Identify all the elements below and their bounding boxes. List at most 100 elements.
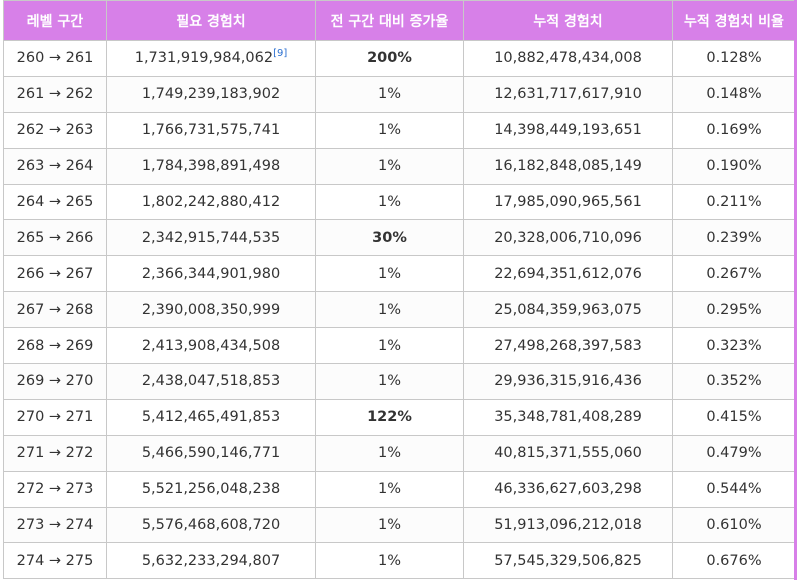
required-xp-value: 1,802,242,880,412 xyxy=(141,194,281,210)
required-xp-value: 1,749,239,183,902 xyxy=(141,86,281,103)
cell-required-xp: 5,576,468,608,720 xyxy=(106,506,316,544)
table-row: 261 → 262 1,749,239,183,902 1% 12,631,717,6… xyxy=(3,75,795,113)
cell-required-xp: 5,521,256,048,238 xyxy=(106,470,316,508)
cell-cumulative-ratio: 0.169% xyxy=(672,111,795,149)
cell-cumulative-xp: 20,328,006,710,096 xyxy=(463,219,673,257)
cell-increase-rate: 1% xyxy=(315,183,464,221)
cell-increase-rate: 1% xyxy=(315,506,464,544)
cell-cumulative-ratio: 0.544% xyxy=(672,470,795,508)
cell-increase-rate: 1% xyxy=(315,434,464,472)
cell-cumulative-xp: 57,545,329,506,825 xyxy=(463,542,673,580)
cell-required-xp: 1,802,242,880,412 xyxy=(106,183,316,221)
required-xp-value: 1,766,731,575,741 xyxy=(141,122,281,139)
cell-cumulative-xp: 10,882,478,434,008 xyxy=(463,40,673,77)
cell-level-range: 269 → 270 xyxy=(3,363,107,400)
cell-cumulative-ratio: 0.415% xyxy=(672,398,795,436)
cell-level-range: 263 → 264 xyxy=(3,147,107,185)
cell-cumulative-ratio: 0.352% xyxy=(672,363,795,400)
cell-required-xp: 2,390,008,350,999 xyxy=(106,291,316,329)
table-body: 260 → 261 1,731,919,984,062[9] 200% 10,882,… xyxy=(3,40,795,580)
xp-table-container: 레벨 구간 필요 경험치 전 구간 대비 증가율 누적 경험치 누적 경험치 비… xyxy=(3,0,795,580)
header-increase-rate: 전 구간 대비 증가율 xyxy=(315,0,464,41)
level-experience-table: 레벨 구간 필요 경험치 전 구간 대비 증가율 누적 경험치 누적 경험치 비… xyxy=(3,0,795,580)
cell-increase-rate: 1% xyxy=(315,147,464,185)
table-row: 260 → 261 1,731,919,984,062[9] 200% 10,882,… xyxy=(3,40,795,77)
table-row: 274 → 275 5,632,233,294,807 1% 57,545,329,5… xyxy=(3,542,795,580)
cell-increase-rate: 1% xyxy=(315,470,464,508)
cell-increase-rate: 1% xyxy=(315,255,464,293)
cell-increase-rate: 1% xyxy=(315,111,464,149)
header-cumulative-ratio: 누적 경험치 비율 xyxy=(672,0,795,41)
cell-cumulative-xp: 35,348,781,408,289 xyxy=(463,398,673,436)
cell-required-xp: 5,412,465,491,853 xyxy=(106,398,316,436)
required-xp-value: 5,412,465,491,853 xyxy=(141,409,281,426)
table-row: 270 → 271 5,412,465,491,853 122% 35,348,781… xyxy=(3,398,795,436)
cell-cumulative-ratio: 0.148% xyxy=(672,75,795,113)
cell-cumulative-xp: 29,936,315,916,436 xyxy=(463,363,673,400)
cell-cumulative-ratio: 0.676% xyxy=(672,542,795,580)
cell-required-xp: 2,366,344,901,980 xyxy=(106,255,316,293)
table-row: 262 → 263 1,766,731,575,741 1% 14,398,449,1… xyxy=(3,111,795,149)
required-xp-value: 1,784,398,891,498 xyxy=(141,158,281,175)
cell-cumulative-ratio: 0.295% xyxy=(672,291,795,329)
cell-increase-rate: 1% xyxy=(315,327,464,365)
cell-increase-rate: 1% xyxy=(315,75,464,113)
required-xp-value: 5,632,233,294,807 xyxy=(141,552,281,569)
required-xp-value: 2,366,344,901,980 xyxy=(141,265,281,282)
cell-level-range: 267 → 268 xyxy=(3,291,107,329)
cell-required-xp: 2,342,915,744,535 xyxy=(106,219,316,257)
table-row: 263 → 264 1,784,398,891,498 1% 16,182,848,0… xyxy=(3,147,795,185)
cell-cumulative-ratio: 0.190% xyxy=(672,147,795,185)
table-row: 273 → 274 5,576,468,608,720 1% 51,913,096,2… xyxy=(3,506,795,544)
cell-required-xp: 1,766,731,575,741 xyxy=(106,111,316,149)
cell-level-range: 261 → 262 xyxy=(3,75,107,113)
cell-cumulative-xp: 27,498,268,397,583 xyxy=(463,327,673,365)
cell-cumulative-xp: 16,182,848,085,149 xyxy=(463,147,673,185)
cell-required-xp: 5,632,233,294,807 xyxy=(106,542,316,580)
required-xp-value: 2,413,908,434,508 xyxy=(141,337,281,354)
table-row: 265 → 266 2,342,915,744,535 30% 20,328,006,… xyxy=(3,219,795,257)
table-row: 269 → 270 2,438,047,518,853 1% 29,936,315,9… xyxy=(3,363,795,400)
cell-level-range: 274 → 275 xyxy=(3,542,107,580)
required-xp-value: 2,390,008,350,999 xyxy=(141,301,281,318)
table-header-row: 레벨 구간 필요 경험치 전 구간 대비 증가율 누적 경험치 누적 경험치 비… xyxy=(3,0,795,41)
required-xp-value: 2,342,915,744,535 xyxy=(141,229,281,246)
cell-increase-rate: 1% xyxy=(315,363,464,400)
cell-cumulative-xp: 51,913,096,212,018 xyxy=(463,506,673,544)
table-right-border xyxy=(794,0,797,580)
cell-required-xp: 5,466,590,146,771 xyxy=(106,434,316,472)
cell-cumulative-ratio: 0.323% xyxy=(672,327,795,365)
cell-level-range: 273 → 274 xyxy=(3,506,107,544)
footnote-link[interactable]: [9] xyxy=(273,48,288,60)
cell-cumulative-ratio: 0.239% xyxy=(672,219,795,257)
cell-level-range: 260 → 261 xyxy=(3,40,107,77)
cell-cumulative-ratio: 0.610% xyxy=(672,506,795,544)
cell-level-range: 265 → 266 xyxy=(3,219,107,257)
cell-level-range: 272 → 273 xyxy=(3,470,107,508)
table-row: 268 → 269 2,413,908,434,508 1% 27,498,268,3… xyxy=(3,327,795,365)
required-xp-value: 2,438,047,518,853 xyxy=(141,373,281,390)
cell-cumulative-xp: 46,336,627,603,298 xyxy=(463,470,673,508)
cell-cumulative-ratio: 0.479% xyxy=(672,434,795,472)
table-row: 267 → 268 2,390,008,350,999 1% 25,084,359,9… xyxy=(3,291,795,329)
cell-cumulative-xp: 12,631,717,617,910 xyxy=(463,75,673,113)
required-xp-value: 5,521,256,048,238 xyxy=(141,481,281,498)
table-row: 272 → 273 5,521,256,048,238 1% 46,336,627,6… xyxy=(3,470,795,508)
cell-cumulative-xp: 17,985,090,965,561 xyxy=(463,183,673,221)
cell-cumulative-ratio: 0.267% xyxy=(672,255,795,293)
cell-cumulative-xp: 22,694,351,612,076 xyxy=(463,255,673,293)
required-xp-value: 5,466,590,146,771 xyxy=(141,445,281,462)
cell-level-range: 271 → 272 xyxy=(3,434,107,472)
cell-level-range: 270 → 271 xyxy=(3,398,107,436)
header-level-range: 레벨 구간 xyxy=(3,0,107,41)
required-xp-value: 1,731,919,984,062 xyxy=(134,50,274,67)
cell-increase-rate: 30% xyxy=(315,219,464,257)
required-xp-value: 5,576,468,608,720 xyxy=(141,517,281,534)
cell-increase-rate: 122% xyxy=(315,398,464,436)
cell-required-xp: 2,438,047,518,853 xyxy=(106,363,316,400)
cell-increase-rate: 1% xyxy=(315,291,464,329)
cell-cumulative-ratio: 0.211% xyxy=(672,183,795,221)
cell-increase-rate: 1% xyxy=(315,542,464,580)
cell-required-xp: 1,731,919,984,062[9] xyxy=(106,40,316,77)
table-row: 271 → 272 5,466,590,146,771 1% 40,815,371,5… xyxy=(3,434,795,472)
